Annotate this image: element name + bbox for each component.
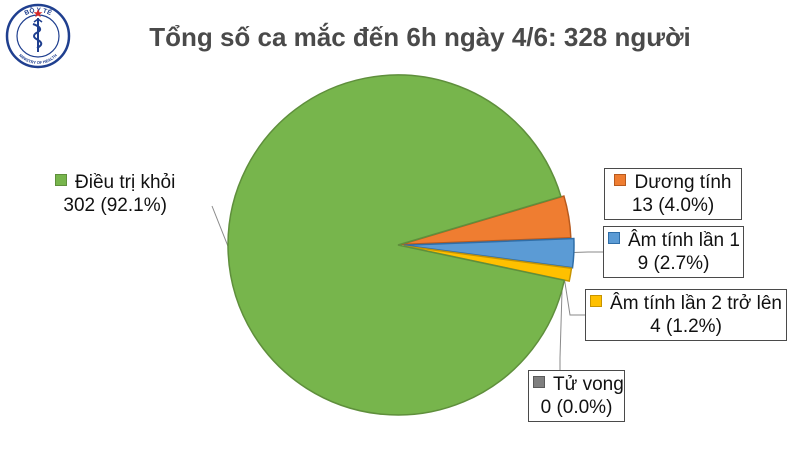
slice-label-duong-tinh: Dương tính 13 (4.0%) xyxy=(604,168,742,220)
slice-am-tinh-lan-1 xyxy=(403,237,575,269)
legend-swatch-am-tinh-lan-2 xyxy=(590,295,603,307)
slice-label-dieu-tri-khoi: Điều trị khỏi 302 (92.1%) xyxy=(55,171,175,217)
legend-swatch-duong-tinh xyxy=(614,174,627,186)
legend-swatch-tu-vong xyxy=(533,376,545,388)
slice-label-am-tinh-lan-2: Âm tính lần 2 trở lên 4 (1.2%) xyxy=(585,289,787,341)
chart-title: Tổng số ca mắc đến 6h ngày 4/6: 328 ngườ… xyxy=(149,22,691,52)
slice-duong-tinh xyxy=(400,195,572,246)
ministry-of-health-logo: BỘ Y TẾ MINISTRY OF HEALTH xyxy=(4,2,72,70)
leader-line-slice-am-tinh-lan-2 xyxy=(563,273,585,316)
legend-swatch-am-tinh-lan-1 xyxy=(608,232,620,244)
leader-line-slice-tu-vong xyxy=(559,279,563,370)
caduceus-icon xyxy=(32,18,43,52)
slice-dieu-tri-khoi xyxy=(227,74,566,416)
leader-line-slice-dieu-tri-khoi xyxy=(211,205,231,252)
star-icon xyxy=(33,9,43,18)
slice-label-tu-vong: Tử vong 0 (0.0%) xyxy=(528,370,625,422)
legend-swatch-dieu-tri-khoi xyxy=(55,174,67,186)
slice-label-am-tinh-lan-1: Âm tính lần 1 9 (2.7%) xyxy=(603,226,744,278)
